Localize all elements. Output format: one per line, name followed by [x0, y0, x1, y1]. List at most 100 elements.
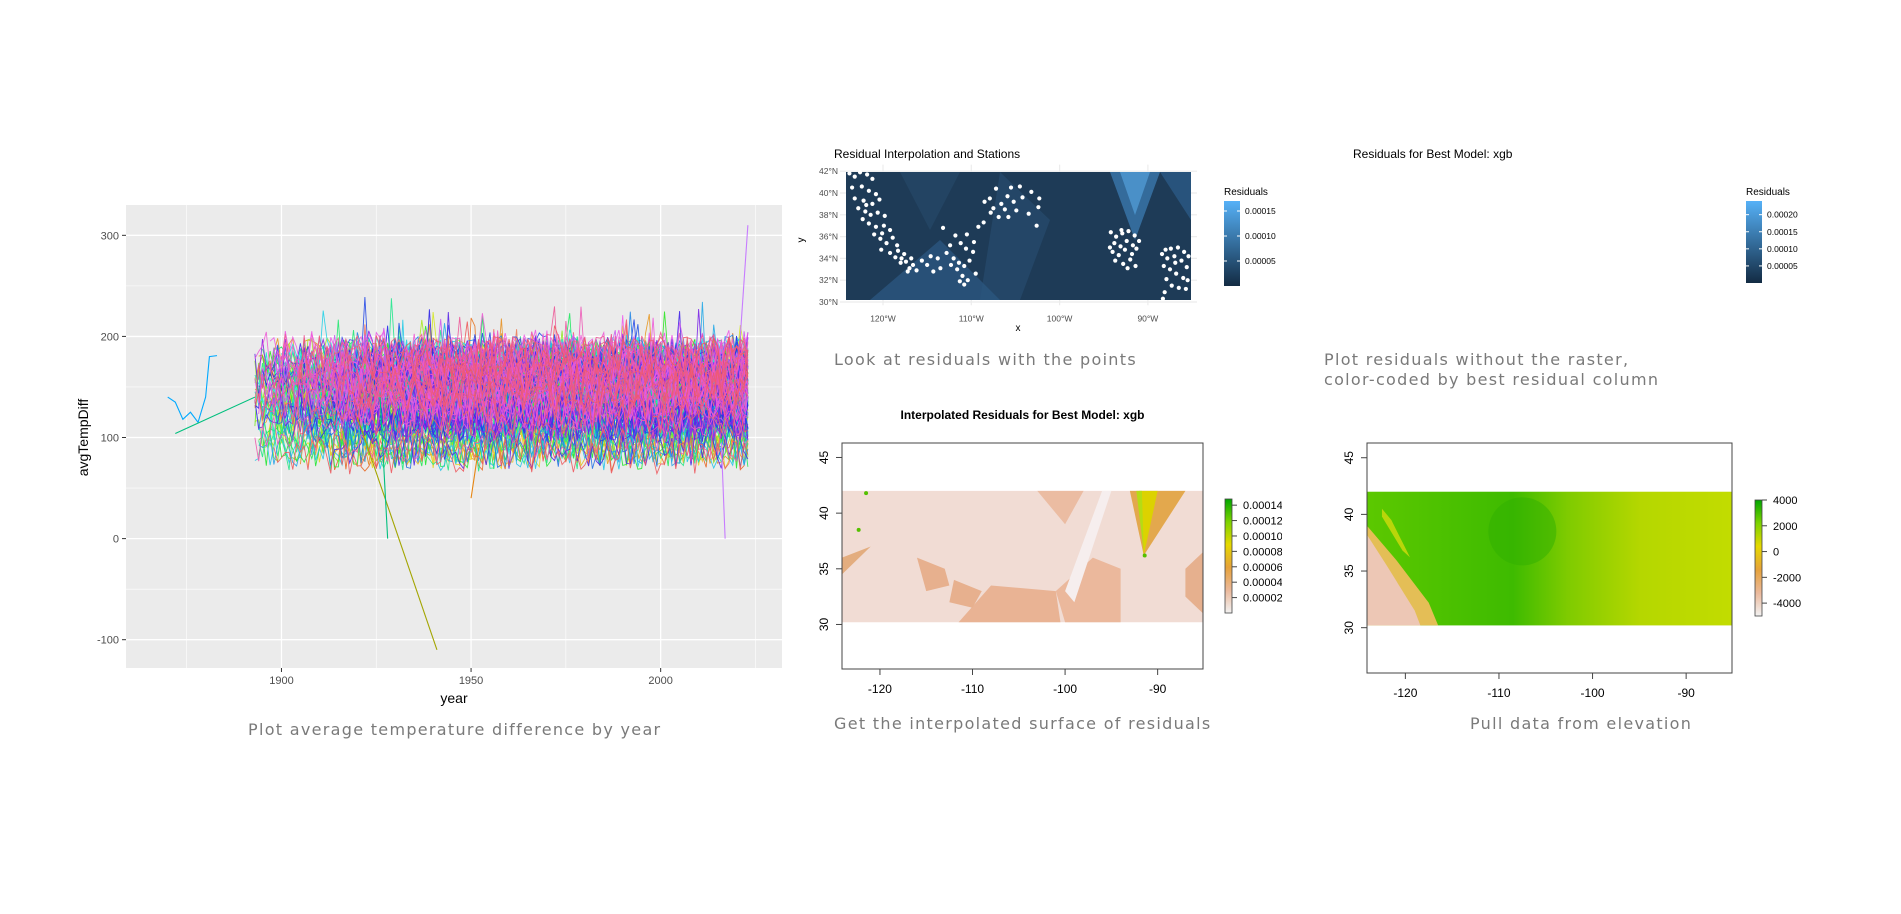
legend-label: 0.00004: [1243, 577, 1282, 589]
plot-box: [1366, 442, 1733, 674]
station-point: [957, 279, 962, 284]
station-point: [863, 209, 868, 214]
station-point: [873, 224, 879, 229]
station-point: [1124, 238, 1129, 244]
x-tick-label: 2000: [648, 675, 672, 687]
y-tick-label: 40: [817, 506, 831, 520]
series-line: [720, 442, 726, 539]
station-point: [1164, 277, 1169, 282]
residual-interpolation-map: Residual Interpolation and Stations 30°N 3…: [796, 147, 1276, 334]
station-point: [1160, 296, 1166, 301]
station-point: [1005, 194, 1010, 199]
station-point: [847, 171, 852, 176]
station-point: [1118, 244, 1123, 249]
station-point: [931, 269, 936, 274]
x-tick-label: 1950: [459, 675, 483, 687]
y-tick-label: 40°N: [819, 188, 838, 198]
series-line: [330, 318, 749, 380]
legend-label: 0.00006: [1243, 562, 1282, 574]
station-point: [935, 256, 940, 261]
x-tick-label: -90: [1149, 682, 1167, 696]
station-point: [991, 206, 996, 211]
legend-colorbar: [1224, 201, 1240, 286]
x-tick-label: -120: [868, 682, 892, 696]
y-tick-label: 45: [1342, 451, 1356, 465]
station-point: [1107, 245, 1113, 250]
station-point: [925, 262, 930, 268]
station-point: [1125, 266, 1130, 271]
station-point: [1175, 245, 1181, 250]
station-point: [877, 197, 882, 202]
station-point: [1179, 258, 1184, 263]
raster-patch: [980, 172, 1050, 300]
station-point: [1110, 249, 1115, 254]
station-point: [1186, 254, 1191, 259]
raster-patch: [958, 585, 1061, 623]
y-axis-label: avgTempDiff: [75, 399, 91, 477]
elevation-raster: -120 -110 -100 -90 30 35 40 45 4000 2000 0 -2000 -40…: [1342, 442, 1801, 700]
station-point: [859, 184, 864, 189]
temp-diff-line-chart: 1900 1950 2000 -100 0 100 200 300 year avgTempDif…: [75, 205, 782, 706]
station-point: [971, 239, 977, 245]
raster-patch: [1139, 490, 1158, 556]
station-point: [898, 260, 903, 265]
station-point: [970, 249, 976, 254]
legend-colorbar: [1754, 499, 1763, 617]
station-point: [1017, 184, 1022, 189]
station-point: [1002, 207, 1007, 212]
station-point: [1167, 267, 1173, 272]
station-point: [1026, 211, 1031, 216]
station-point: [1133, 263, 1138, 269]
station-point: [909, 256, 914, 261]
station-point: [993, 186, 999, 191]
legend-label: -4000: [1773, 598, 1801, 610]
series-line: [269, 385, 749, 441]
legend-colorbar: [1746, 201, 1762, 283]
station-point: [878, 236, 883, 241]
station-point: [1108, 230, 1113, 235]
station-point: [928, 254, 933, 259]
station-point: [1116, 253, 1121, 258]
raster-patch: [916, 557, 950, 592]
legend-label: 0.00015: [1245, 206, 1276, 216]
station-point: [1128, 257, 1133, 262]
station-point: [887, 250, 893, 256]
station-point: [982, 199, 987, 204]
station-point: [1165, 256, 1170, 261]
station-point: [1029, 189, 1034, 195]
station-point: [1159, 251, 1165, 257]
y-tick-label: 34°N: [819, 253, 838, 263]
series-line: [372, 343, 749, 391]
y-tick-label: 100: [101, 433, 119, 445]
x-tick-label: -110: [1487, 686, 1510, 700]
x-axis-label: year: [440, 690, 468, 706]
series-line: [470, 447, 480, 499]
y-tick-label: 32°N: [819, 275, 838, 285]
station-point: [973, 271, 978, 276]
chart-title: Interpolated Residuals for Best Model: x…: [900, 408, 1144, 422]
station-point: [999, 201, 1004, 206]
caption-elevation: Pull data from elevation: [1470, 714, 1693, 733]
y-tick-label: 30: [817, 617, 831, 631]
legend-title: Residuals: [1746, 187, 1790, 198]
station-point: [1162, 290, 1167, 295]
station-point: [956, 260, 962, 265]
series-line: [337, 343, 749, 402]
station-point: [958, 241, 963, 246]
caption-temp-diff: Plot average temperature difference by y…: [248, 720, 662, 739]
station-point: [1112, 241, 1117, 246]
raster-hotspot: [864, 491, 869, 496]
station-point: [1119, 227, 1124, 233]
x-tick-label: 110°W: [959, 313, 984, 323]
raster-patch: [1120, 172, 1150, 215]
station-point: [914, 268, 919, 273]
x-tick-label: 100°W: [1047, 313, 1073, 323]
station-point: [868, 212, 873, 217]
station-point: [893, 255, 898, 260]
series-line: [254, 377, 748, 437]
station-point: [1130, 243, 1135, 248]
station-point: [1008, 185, 1014, 190]
station-point: [1121, 261, 1126, 266]
y-axis-label: y: [796, 238, 807, 243]
raster-hotspot: [1142, 553, 1147, 558]
